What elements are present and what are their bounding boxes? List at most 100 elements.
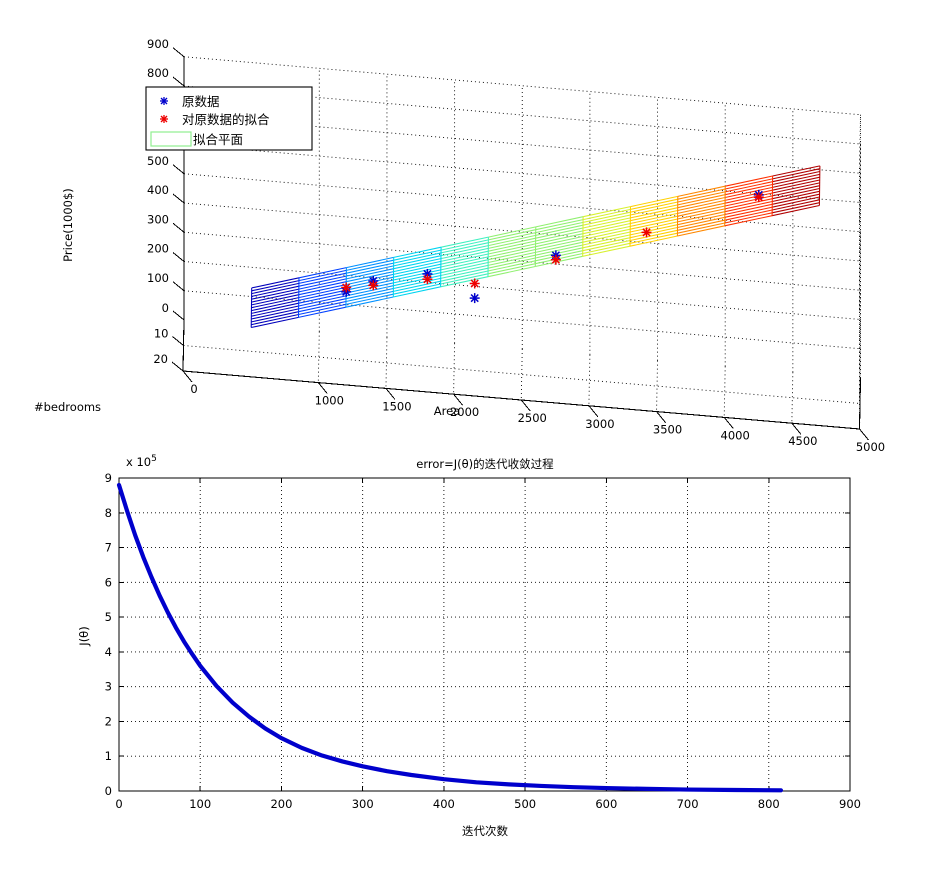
axis-label-bedrooms: #bedrooms [34, 400, 101, 414]
mesh-line [535, 244, 583, 256]
mesh-line [251, 280, 300, 292]
mesh-line [724, 215, 773, 227]
mesh-line [772, 176, 820, 188]
mesh-line [677, 188, 726, 200]
ztick-label: 200 [147, 242, 169, 256]
mesh-line [440, 250, 489, 262]
mesh-line [724, 192, 773, 204]
mesh-line [630, 218, 678, 230]
mesh-line [298, 295, 347, 307]
mesh-line [677, 191, 726, 203]
mesh-line [487, 254, 536, 266]
mesh-line [724, 189, 773, 201]
ytick-label: 20 [153, 352, 168, 366]
legend-label-original: 原数据 [182, 94, 220, 109]
mesh-line [629, 235, 678, 247]
data-point-original [469, 293, 480, 304]
ytick-label: 3 [105, 680, 112, 694]
surface-data-points [341, 189, 764, 304]
data-point-fitted [422, 274, 433, 285]
mesh-line [488, 229, 536, 241]
mesh-line [251, 302, 299, 314]
legend-box [145, 86, 313, 151]
legend-entry-plane: 拟合平面 [150, 131, 243, 147]
mesh-line [582, 245, 631, 257]
mesh-line [440, 253, 489, 265]
mesh-line [630, 204, 678, 216]
surface-plot-svg: 1002003004005006007008009000100015002000… [34, 37, 885, 454]
mesh-line [582, 231, 631, 243]
ytick-label: 7 [105, 541, 112, 555]
xtick-label: 0 [190, 382, 197, 396]
mesh-line [393, 283, 441, 295]
mesh-line [488, 243, 536, 255]
mesh-line [535, 235, 584, 248]
mesh-line [393, 274, 441, 287]
legend-swatch-plane-icon [150, 131, 192, 147]
mesh-line [298, 298, 347, 310]
mesh-line [724, 209, 773, 221]
xtick-label: 200 [270, 797, 292, 811]
mesh-line [487, 265, 536, 278]
convergence-tick-marks [118, 477, 851, 792]
mesh-line [724, 206, 773, 218]
mesh-line [440, 239, 489, 251]
mesh-line [629, 226, 678, 239]
mesh-line [772, 173, 820, 186]
ytick-label: 5 [105, 610, 112, 624]
xtick-label: 800 [758, 797, 780, 811]
mesh-line [298, 284, 347, 296]
mesh-line [298, 292, 347, 304]
mesh-line [298, 275, 347, 287]
mesh-line [251, 277, 300, 289]
mesh-line [487, 260, 536, 272]
mesh-line [772, 193, 820, 205]
mesh-line [393, 286, 441, 298]
mesh-line [440, 245, 489, 257]
mesh-line [630, 207, 678, 219]
legend-entry-fitted: 对原数据的拟合 [160, 112, 270, 127]
mesh-line [393, 255, 442, 267]
mesh-line [346, 256, 394, 269]
mesh-line [582, 211, 631, 223]
mesh-line [298, 272, 347, 284]
ztick-label: 800 [147, 66, 169, 80]
xtick-label: 500 [514, 797, 536, 811]
mesh-line [440, 236, 489, 248]
mesh-line [772, 185, 820, 197]
mesh-line [535, 224, 584, 236]
mesh-line [393, 252, 442, 264]
mesh-line [535, 219, 584, 231]
mesh-line [630, 221, 678, 233]
mesh-line [298, 267, 347, 279]
mesh-line [488, 232, 536, 244]
xtick-label: 2500 [518, 411, 547, 425]
mesh-line [534, 226, 537, 267]
mesh-line [582, 217, 631, 229]
mesh-line [582, 206, 631, 218]
ytick-label: 10 [154, 327, 169, 341]
mesh-line [771, 175, 774, 216]
mesh-line [251, 299, 299, 312]
mesh-line [535, 233, 584, 245]
mesh-line [772, 196, 820, 208]
mesh-line [772, 179, 820, 191]
mesh-line [677, 225, 725, 237]
mesh-line [724, 212, 773, 224]
y-axis-exponent: x 105 [126, 454, 157, 469]
xtick-label: 0 [115, 797, 122, 811]
mesh-line [677, 196, 726, 209]
mesh-line [629, 229, 678, 242]
mesh-line [725, 178, 773, 190]
convergence-plot-box [118, 477, 851, 792]
mesh-line [582, 239, 631, 252]
mesh-line [772, 170, 820, 183]
mesh-line [393, 266, 441, 278]
ytick-label: 0 [105, 784, 112, 798]
mesh-line [393, 272, 441, 284]
exponent-base: x 10 [126, 455, 151, 469]
ytick-label: 1 [105, 749, 112, 763]
mesh-line [818, 165, 821, 206]
mesh-line [488, 234, 536, 247]
mesh-line [345, 287, 394, 300]
